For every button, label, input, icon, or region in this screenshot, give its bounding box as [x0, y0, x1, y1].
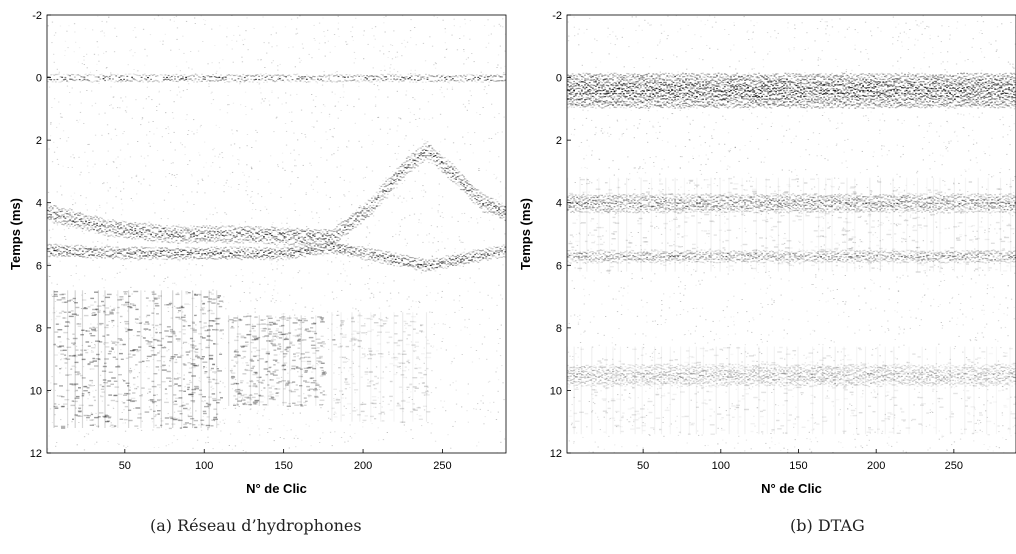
x-tick-label: 200	[867, 460, 885, 472]
y-tick-label: -2	[32, 10, 42, 22]
x-axis-label: N° de Clic	[246, 481, 307, 496]
y-axis-label: Temps (ms)	[8, 198, 23, 270]
y-tick-label: 2	[556, 135, 562, 147]
x-tick-label: 150	[789, 460, 807, 472]
y-tick-label: 6	[556, 260, 562, 272]
y-tick-label: 10	[550, 385, 562, 397]
x-tick-label: 100	[195, 460, 213, 472]
x-axis-label: N° de Clic	[761, 481, 822, 496]
y-tick-label: 8	[36, 323, 42, 335]
x-tick-label: 200	[354, 460, 372, 472]
y-tick-label: 6	[36, 260, 42, 272]
panel-hydrophone-array: -2 0 2 4 6 8 10 12 50 100 150 200 250 N° de Clic Temps…	[0, 0, 508, 549]
y-tick-label: -2	[552, 10, 562, 22]
y-axis-label: Temps (ms)	[518, 198, 533, 270]
y-tick-label: 12	[30, 448, 42, 460]
y-tick-label: 0	[556, 73, 562, 85]
x-tick-label: 250	[433, 460, 451, 472]
y-tick-label: 8	[556, 323, 562, 335]
echogram-hydrophone-array: -2 0 2 4 6 8 10 12 50 100 150 200 250 N° de Clic Temps…	[0, 0, 508, 549]
caption-hydrophone-array: (a) Réseau d’hydrophones	[150, 516, 362, 535]
y-tick-label: 10	[30, 385, 42, 397]
y-tick-label: 4	[556, 198, 562, 210]
x-tick-label: 100	[712, 460, 730, 472]
y-tick-label: 4	[36, 198, 42, 210]
x-tick-label: 50	[119, 460, 131, 472]
x-tick-label: 150	[274, 460, 292, 472]
x-tick-label: 250	[945, 460, 963, 472]
echogram-dtag: -2 0 2 4 6 8 10 12 50 100 150 200 250 N° de Clic Temps…	[508, 0, 1016, 549]
x-tick-label: 50	[637, 460, 649, 472]
panel-dtag: -2 0 2 4 6 8 10 12 50 100 150 200 250 N° de Clic Temps…	[508, 0, 1016, 549]
y-tick-label: 12	[550, 448, 562, 460]
y-tick-label: 2	[36, 135, 42, 147]
y-tick-label: 0	[36, 73, 42, 85]
caption-dtag: (b) DTAG	[790, 516, 865, 535]
